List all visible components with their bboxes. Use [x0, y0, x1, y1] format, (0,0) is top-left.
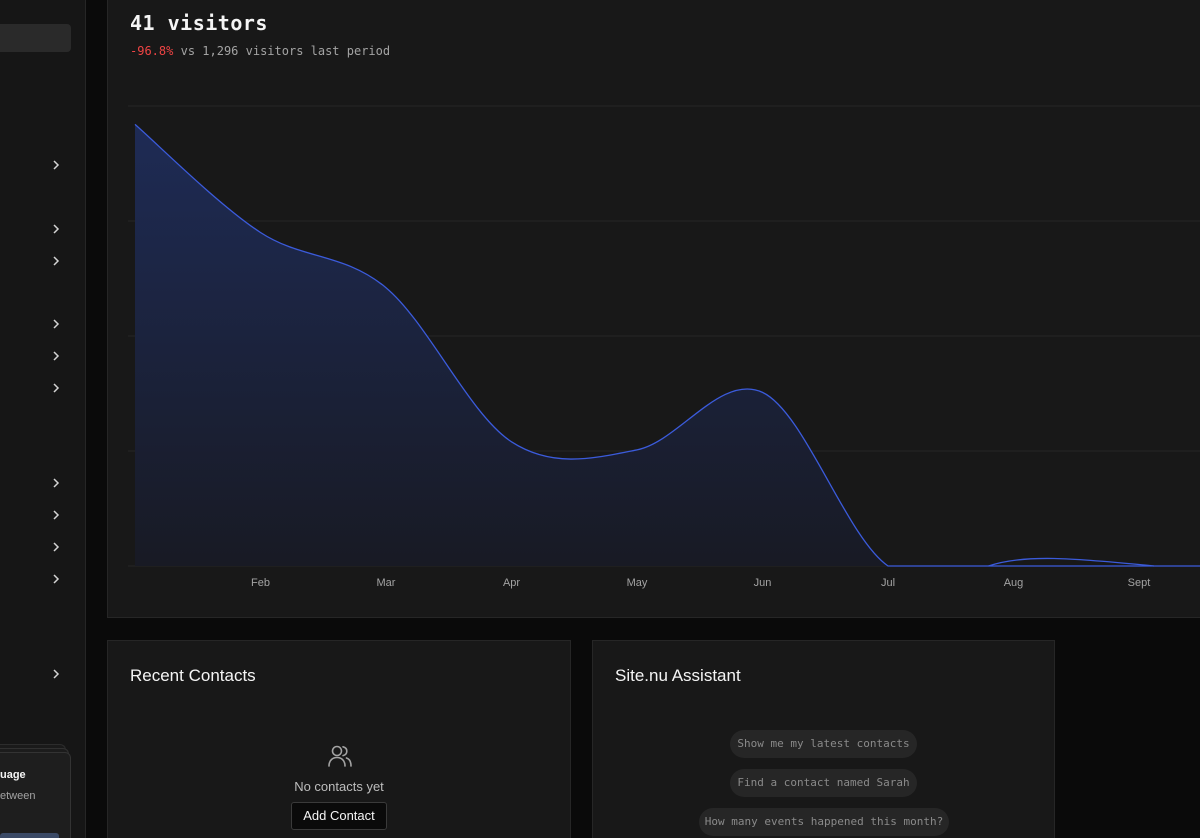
visitors-card: 41 visitors -96.8% vs 1,296 visitors las… — [107, 0, 1200, 618]
chevron-right-icon[interactable] — [50, 223, 62, 235]
x-tick-label: Mar — [377, 577, 396, 589]
chevron-right-icon[interactable] — [50, 573, 62, 585]
chevron-right-icon[interactable] — [50, 668, 62, 680]
recent-contacts-card: Recent Contacts No contacts yet Add Cont… — [107, 640, 571, 838]
chevron-right-icon[interactable] — [50, 318, 62, 330]
users-icon — [327, 743, 353, 769]
suggestion-chip[interactable]: How many events happened this month? — [699, 808, 949, 836]
visitors-chart: Feb Mar Apr May Jun Jul Aug Sept — [128, 105, 1200, 589]
popover-button[interactable] — [0, 833, 59, 838]
visitors-count: 41 visitors — [130, 11, 268, 35]
chevron-right-icon[interactable] — [50, 382, 62, 394]
chevron-right-icon[interactable] — [50, 477, 62, 489]
x-tick-label: Feb — [251, 577, 270, 589]
visitors-comparison: -96.8% vs 1,296 visitors last period — [130, 44, 390, 58]
card-title: Recent Contacts — [130, 666, 256, 685]
language-popover: uage etween — [0, 752, 71, 838]
x-tick-label: Aug — [1004, 577, 1024, 589]
change-percent: -96.8% — [130, 44, 174, 58]
add-contact-button[interactable]: Add Contact — [291, 802, 387, 830]
sidebar-search[interactable] — [0, 24, 71, 52]
chevron-right-icon[interactable] — [50, 255, 62, 267]
sidebar: uage etween — [0, 0, 86, 838]
suggestion-chip[interactable]: Show me my latest contacts — [730, 730, 917, 758]
chevron-right-icon[interactable] — [50, 350, 62, 362]
popover-text: etween — [0, 790, 36, 802]
assistant-card: Site.nu Assistant Show me my latest cont… — [592, 640, 1055, 838]
x-tick-label: Jul — [881, 577, 895, 589]
comparison-text: vs 1,296 visitors last period — [180, 44, 391, 58]
x-tick-label: Apr — [503, 577, 520, 589]
series-line — [134, 123, 1200, 567]
card-title: Site.nu Assistant — [615, 666, 741, 685]
empty-state-text: No contacts yet — [294, 779, 384, 794]
suggestion-chip[interactable]: Find a contact named Sarah — [730, 769, 917, 797]
chevron-right-icon[interactable] — [50, 541, 62, 553]
x-tick-label: Jun — [754, 577, 772, 589]
popover-title: uage — [0, 769, 26, 781]
x-tick-label: May — [627, 577, 648, 589]
chevron-right-icon[interactable] — [50, 509, 62, 521]
series-line — [988, 557, 1155, 567]
chevron-right-icon[interactable] — [50, 159, 62, 171]
x-tick-label: Sept — [1128, 577, 1151, 589]
area-fill — [135, 124, 1200, 567]
